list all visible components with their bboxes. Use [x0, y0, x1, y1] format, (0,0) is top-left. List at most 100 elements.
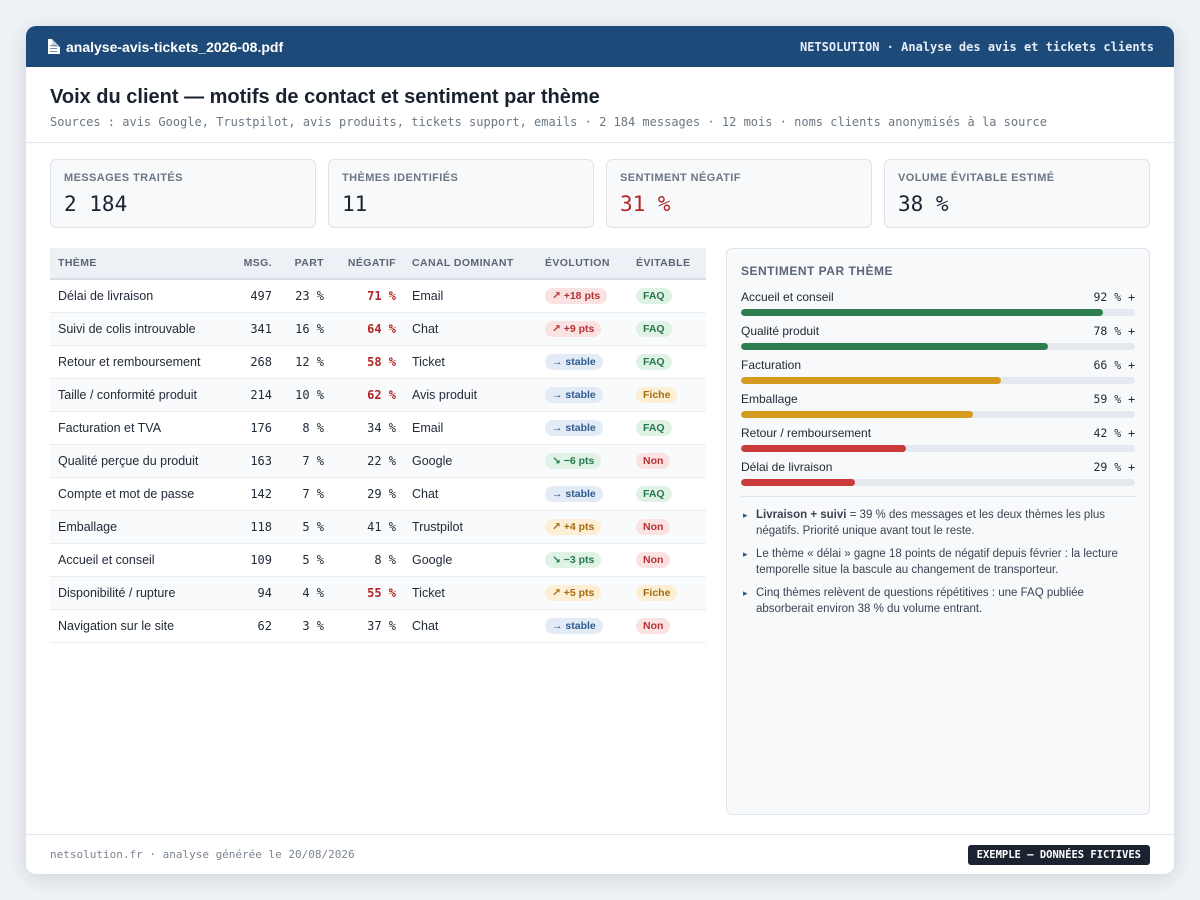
- cell-part: 5 %: [280, 510, 332, 544]
- cell-evitable: FAQ: [628, 312, 706, 346]
- cell-evolution: → stable: [537, 477, 628, 511]
- sentiment-bar-row: Qualité produit 78 % +: [741, 324, 1135, 350]
- table-row[interactable]: Disponibilité / rupture 94 4 % 55 % Ticket ↗ …: [50, 576, 706, 610]
- col-canal[interactable]: CANAL DOMINANT: [404, 248, 537, 280]
- table-row[interactable]: Navigation sur le site 62 3 % 37 % Chat → sta…: [50, 609, 706, 643]
- kpi-value: 11: [342, 192, 368, 216]
- col-negatif[interactable]: NÉGATIF: [332, 248, 404, 280]
- cell-negatif: 64 %: [332, 312, 404, 346]
- evolution-badge: ↗ +18 pts: [545, 287, 608, 304]
- table-row[interactable]: Compte et mot de passe 142 7 % 29 % Chat → st…: [50, 477, 706, 511]
- table-row[interactable]: Facturation et TVA 176 8 % 34 % Email → stabl…: [50, 411, 706, 445]
- bar-label: Facturation: [741, 358, 802, 372]
- evolution-badge: → stable: [545, 353, 603, 370]
- kpi-messages: MESSAGES TRAITÉS 2 184: [50, 159, 316, 228]
- cell-evitable: FAQ: [628, 477, 706, 511]
- bullet-arrow-icon: ▸: [743, 549, 748, 559]
- bar-head: Délai de livraison 29 % +: [741, 460, 1135, 474]
- evitable-badge: FAQ: [636, 287, 672, 304]
- cell-evolution: ↘ −3 pts: [537, 543, 628, 577]
- bar-head: Facturation 66 % +: [741, 358, 1135, 372]
- table-row[interactable]: Taille / conformité produit 214 10 % 62 % Av…: [50, 378, 706, 412]
- cell-canal: Trustpilot: [404, 510, 537, 544]
- bar-label: Accueil et conseil: [741, 290, 834, 304]
- footer-text: netsolution.fr · analyse générée le 20/0…: [50, 848, 355, 861]
- evolution-badge: ↘ −6 pts: [545, 452, 602, 469]
- cell-theme: Compte et mot de passe: [50, 477, 220, 511]
- sentiment-bar-row: Délai de livraison 29 % +: [741, 460, 1135, 486]
- cell-canal: Chat: [404, 477, 537, 511]
- cell-canal: Google: [404, 543, 537, 577]
- bar-head: Accueil et conseil 92 % +: [741, 290, 1135, 304]
- title-bar: analyse-avis-tickets_2026-08.pdf NETSOLU…: [26, 26, 1174, 67]
- cell-negatif: 62 %: [332, 378, 404, 412]
- bar-label: Emballage: [741, 392, 798, 406]
- cell-msg: 142: [220, 477, 280, 511]
- table-row[interactable]: Retour et remboursement 268 12 % 58 % Ticket…: [50, 345, 706, 379]
- table-row[interactable]: Emballage 118 5 % 41 % Trustpilot ↗ +4 pts Non: [50, 510, 706, 544]
- evitable-badge: Fiche: [636, 386, 678, 403]
- kpi-label: THÈMES IDENTIFIÉS: [342, 172, 459, 184]
- cell-evitable: Fiche: [628, 576, 706, 610]
- cell-canal: Google: [404, 444, 537, 478]
- kpi-value: 38 %: [898, 192, 949, 216]
- bar-head: Qualité produit 78 % +: [741, 324, 1135, 338]
- note-highlight: Livraison + suivi: [756, 509, 847, 521]
- cell-canal: Chat: [404, 312, 537, 346]
- note-text: Le thème « délai » gagne 18 points de né…: [756, 548, 1118, 576]
- panel-title: SENTIMENT PAR THÈME: [741, 264, 893, 278]
- cell-msg: 268: [220, 345, 280, 379]
- cell-evitable: Non: [628, 444, 706, 478]
- evolution-badge: → stable: [545, 386, 603, 403]
- cell-part: 7 %: [280, 444, 332, 478]
- page-subtitle: Sources : avis Google, Trustpilot, avis …: [50, 115, 1047, 129]
- cell-part: 8 %: [280, 411, 332, 445]
- cell-part: 7 %: [280, 477, 332, 511]
- evolution-badge: → stable: [545, 617, 603, 634]
- cell-evitable: FAQ: [628, 345, 706, 379]
- kpi-negative: SENTIMENT NÉGATIF 31 %: [606, 159, 872, 228]
- page-title: Voix du client — motifs de contact et se…: [50, 86, 600, 108]
- cell-msg: 94: [220, 576, 280, 610]
- col-evolution[interactable]: ÉVOLUTION: [537, 248, 628, 280]
- evitable-badge: FAQ: [636, 419, 672, 436]
- cell-theme: Taille / conformité produit: [50, 378, 220, 412]
- cell-canal: Ticket: [404, 345, 537, 379]
- cell-evolution: ↗ +9 pts: [537, 312, 628, 346]
- evitable-badge: FAQ: [636, 353, 672, 370]
- cell-evitable: FAQ: [628, 279, 706, 313]
- cell-theme: Accueil et conseil: [50, 543, 220, 577]
- sentiment-bar-row: Facturation 66 % +: [741, 358, 1135, 384]
- cell-evolution: ↗ +4 pts: [537, 510, 628, 544]
- col-msg[interactable]: MSG.: [220, 248, 280, 280]
- cell-msg: 497: [220, 279, 280, 313]
- insight-notes: ▸ Livraison + suivi = 39 % des messages e…: [741, 507, 1135, 617]
- bar-head: Retour / remboursement 42 % +: [741, 426, 1135, 440]
- bar-track: [741, 343, 1135, 350]
- evitable-badge: FAQ: [636, 485, 672, 502]
- cell-theme: Emballage: [50, 510, 220, 544]
- sentiment-panel: SENTIMENT PAR THÈME Accueil et conseil 92…: [726, 248, 1150, 815]
- sentiment-bars: Accueil et conseil 92 % + Qualité produit 7…: [741, 290, 1135, 486]
- report-header: Voix du client — motifs de contact et se…: [26, 67, 1174, 143]
- table-row[interactable]: Suivi de colis introuvable 341 16 % 64 % Cha…: [50, 312, 706, 346]
- cell-evitable: Fiche: [628, 378, 706, 412]
- bar-value: 42 % +: [1093, 426, 1135, 440]
- evitable-badge: Non: [636, 452, 671, 469]
- cell-part: 16 %: [280, 312, 332, 346]
- evolution-badge: ↘ −3 pts: [545, 551, 602, 568]
- kpi-avoidable: VOLUME ÉVITABLE ESTIMÉ 38 %: [884, 159, 1150, 228]
- table-row[interactable]: Délai de livraison 497 23 % 71 % Email ↗ +18 …: [50, 279, 706, 313]
- cell-part: 5 %: [280, 543, 332, 577]
- col-theme[interactable]: THÈME: [50, 248, 220, 280]
- col-part[interactable]: PART: [280, 248, 332, 280]
- col-evitable[interactable]: ÉVITABLE: [628, 248, 706, 280]
- table-row[interactable]: Qualité perçue du produit 163 7 % 22 % Googl…: [50, 444, 706, 478]
- cell-evitable: Non: [628, 609, 706, 643]
- cell-evolution: → stable: [537, 345, 628, 379]
- cell-evolution: ↗ +5 pts: [537, 576, 628, 610]
- kpi-value: 31 %: [620, 192, 671, 216]
- cell-part: 10 %: [280, 378, 332, 412]
- table-row[interactable]: Accueil et conseil 109 5 % 8 % Google ↘ −3 pt…: [50, 543, 706, 577]
- document-icon: [48, 39, 60, 54]
